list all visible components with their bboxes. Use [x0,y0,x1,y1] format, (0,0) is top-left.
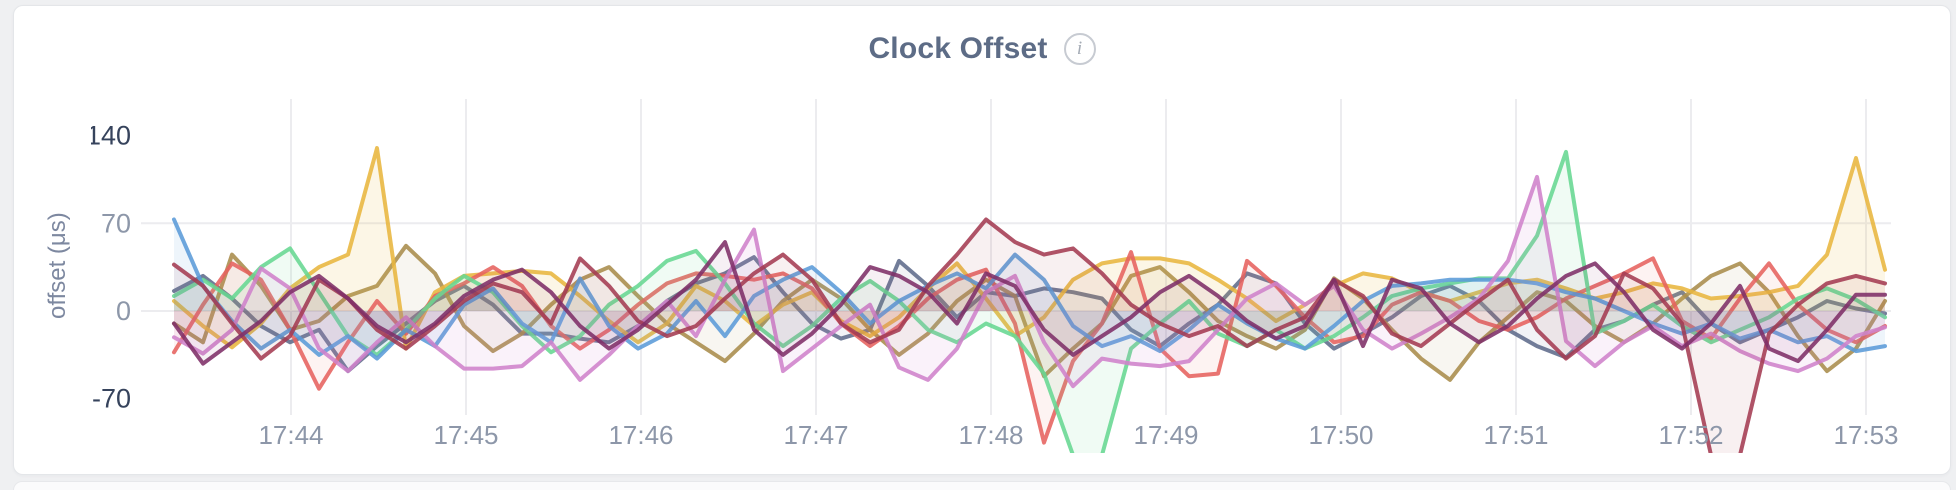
y-tick-label: -70 [92,384,131,414]
series-area-blue [174,219,1885,359]
x-tick-label: 17:52 [1658,420,1723,450]
series-line-plum [172,240,1887,366]
chart-card: Clock Offset i offset (μs) 140 70 0 -70 17:4… [13,5,1951,475]
x-tick-label: 17:46 [608,420,673,450]
x-tick-label: 17:49 [1133,420,1198,450]
info-icon[interactable]: i [1063,33,1096,65]
series-area-orchid [174,176,1885,387]
series-line-wine [172,217,1887,453]
x-tick-label: 17:51 [1483,420,1548,450]
y-tick-label: 0 [116,296,131,326]
x-tick-label: 17:45 [433,420,498,450]
series-area-wine [174,219,1885,453]
chart-header: Clock Offset i [14,32,1950,66]
x-tick-label: 17:48 [958,420,1023,450]
x-tick-label: 17:47 [783,420,848,450]
chart-title: Clock Offset [868,32,1048,65]
series-area-green [174,151,1885,453]
y-tick-label: 140 [91,121,131,151]
series-area-salmon [174,252,1885,443]
series-line-salmon [172,250,1887,445]
x-tick-label: 17:50 [1308,420,1373,450]
clock-offset-chart: 140 70 0 -70 17:44 17:45 17:46 17:47 17:48 17:49 1… [91,99,1899,453]
y-tick-label: 70 [101,208,131,238]
x-tick-label: 17:44 [258,420,323,450]
y-axis-title: offset (μs) [44,212,71,320]
series-line-blue [172,217,1887,361]
series-area-plum [174,242,1885,364]
x-tick-label: 17:53 [1833,420,1898,450]
series-line-green [172,149,1887,453]
